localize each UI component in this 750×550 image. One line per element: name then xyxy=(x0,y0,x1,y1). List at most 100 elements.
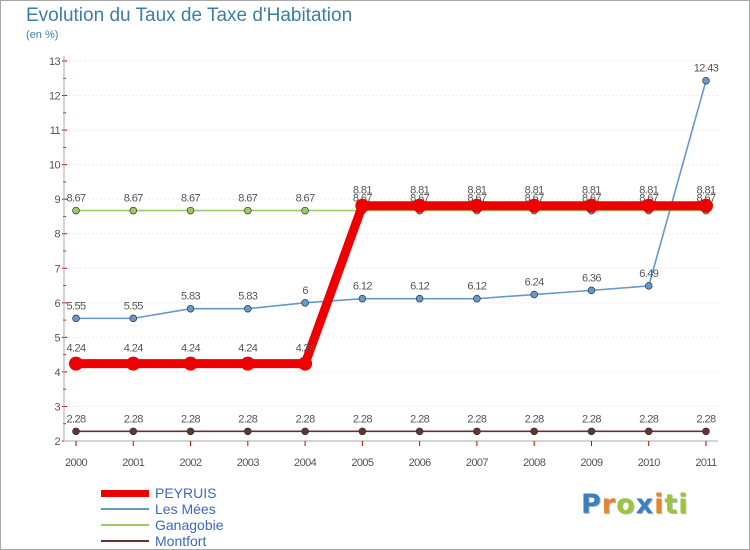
data-label-ganagobie: 8.67 xyxy=(181,193,200,205)
legend-label-montfort: Montfort xyxy=(155,533,207,549)
chart-title: Evolution du Taux de Taxe d'Habitation xyxy=(26,5,353,26)
logo-letter: i xyxy=(678,489,689,520)
data-point-les-mees xyxy=(244,304,252,313)
x-tick-label: 2006 xyxy=(409,457,432,469)
y-tick-label: 2 xyxy=(54,436,60,448)
data-label-peyruis: 4.24 xyxy=(238,343,257,355)
data-point-peyruis xyxy=(412,198,427,213)
data-point-montfort xyxy=(244,427,252,436)
y-tick-label: 11 xyxy=(50,125,61,137)
data-label-montfort: 2.28 xyxy=(582,413,601,425)
data-label-les-mees: 6.36 xyxy=(582,272,601,284)
data-label-peyruis: 8.81 xyxy=(410,185,429,197)
data-point-montfort xyxy=(358,427,367,436)
data-point-peyruis xyxy=(355,198,370,213)
data-point-montfort xyxy=(415,427,424,436)
data-point-les-mees xyxy=(530,290,538,299)
series-line-peyruis xyxy=(76,201,706,369)
data-label-les-mees: 5.55 xyxy=(124,300,143,312)
data-point-les-mees xyxy=(358,294,367,303)
proxiti-logo: Proxiti xyxy=(581,489,689,520)
data-point-peyruis xyxy=(240,356,255,371)
data-label-montfort: 2.28 xyxy=(353,413,372,425)
data-point-montfort xyxy=(72,427,80,436)
data-label-peyruis: 4.24 xyxy=(66,343,85,355)
legend-label-ganagobie: Ganagobie xyxy=(155,517,224,533)
data-point-peyruis xyxy=(183,356,198,371)
legend-label-les-mees: Les Mées xyxy=(155,501,216,517)
data-point-peyruis xyxy=(527,198,542,213)
legend-label-peyruis: PEYRUIS xyxy=(155,485,217,501)
x-tick-label: 2008 xyxy=(523,457,546,469)
logo-letter: x xyxy=(635,489,655,520)
y-tick-label: 10 xyxy=(49,160,61,172)
x-tick-label: 2003 xyxy=(237,457,260,469)
legend-item-peyruis: PEYRUIS xyxy=(101,485,224,501)
x-tick-label: 2000 xyxy=(65,457,88,469)
data-point-ganagobie xyxy=(72,206,80,215)
legend-item-ganagobie: Ganagobie xyxy=(101,517,224,533)
data-point-montfort xyxy=(644,427,653,436)
data-label-les-mees: 6 xyxy=(302,285,308,297)
data-point-les-mees xyxy=(301,299,309,307)
data-label-ganagobie: 8.67 xyxy=(66,193,85,205)
data-label-les-mees: 12.43 xyxy=(694,63,719,75)
data-point-peyruis xyxy=(641,198,656,213)
data-point-les-mees xyxy=(186,304,195,313)
data-label-ganagobie: 8.67 xyxy=(238,193,257,205)
y-tick-label: 4 xyxy=(54,367,60,379)
legend-item-montfort: Montfort xyxy=(101,533,224,549)
data-label-montfort: 2.28 xyxy=(410,413,429,425)
data-label-les-mees: 6.12 xyxy=(410,281,429,293)
data-point-peyruis xyxy=(298,356,313,371)
data-label-montfort: 2.28 xyxy=(181,413,200,425)
x-tick-label: 2005 xyxy=(351,457,374,469)
data-label-les-mees: 6.49 xyxy=(639,268,658,280)
data-label-peyruis: 8.81 xyxy=(525,185,544,197)
y-tick-label: 5 xyxy=(54,332,60,344)
x-tick-label: 2007 xyxy=(466,457,489,469)
data-point-les-mees xyxy=(702,76,710,85)
data-point-peyruis xyxy=(69,356,83,371)
data-label-montfort: 2.28 xyxy=(296,413,315,425)
data-label-montfort: 2.28 xyxy=(525,413,544,425)
data-point-les-mees xyxy=(72,314,80,323)
data-point-peyruis xyxy=(699,198,713,213)
data-label-peyruis: 4.24 xyxy=(181,343,200,355)
y-tick-label: 13 xyxy=(49,56,61,68)
legend-swatch-peyruis xyxy=(101,489,149,497)
data-point-montfort xyxy=(473,427,481,436)
data-label-les-mees: 5.83 xyxy=(181,291,200,303)
legend-swatch-les-mees xyxy=(101,508,149,510)
y-tick-label: 7 xyxy=(54,263,60,275)
data-point-montfort xyxy=(301,427,309,436)
data-label-ganagobie: 8.67 xyxy=(124,193,143,205)
data-point-ganagobie xyxy=(129,206,138,215)
data-label-les-mees: 5.55 xyxy=(66,300,85,312)
legend-swatch-montfort xyxy=(101,540,149,542)
data-label-montfort: 2.28 xyxy=(124,413,143,425)
x-tick-label: 2010 xyxy=(638,457,661,469)
data-point-les-mees xyxy=(473,294,481,303)
data-point-montfort xyxy=(129,427,138,436)
y-tick-label: 8 xyxy=(54,229,60,241)
x-tick-label: 2004 xyxy=(294,457,317,469)
data-point-montfort xyxy=(702,427,710,436)
y-tick-label: 3 xyxy=(54,401,60,413)
legend-swatch-ganagobie xyxy=(101,524,149,526)
logo-letter: P xyxy=(581,489,602,520)
data-point-ganagobie xyxy=(186,206,195,215)
data-label-montfort: 2.28 xyxy=(467,413,486,425)
logo-letter: i xyxy=(654,489,665,520)
data-label-peyruis: 4.24 xyxy=(124,343,143,355)
logo-letter: t xyxy=(664,489,679,520)
y-tick-label: 12 xyxy=(49,91,61,103)
data-point-peyruis xyxy=(126,356,141,371)
data-point-montfort xyxy=(587,427,596,436)
data-point-ganagobie xyxy=(244,206,252,215)
data-label-peyruis: 8.81 xyxy=(696,185,715,197)
x-tick-label: 2009 xyxy=(580,457,603,469)
data-point-les-mees xyxy=(415,294,424,303)
data-label-montfort: 2.28 xyxy=(696,413,715,425)
